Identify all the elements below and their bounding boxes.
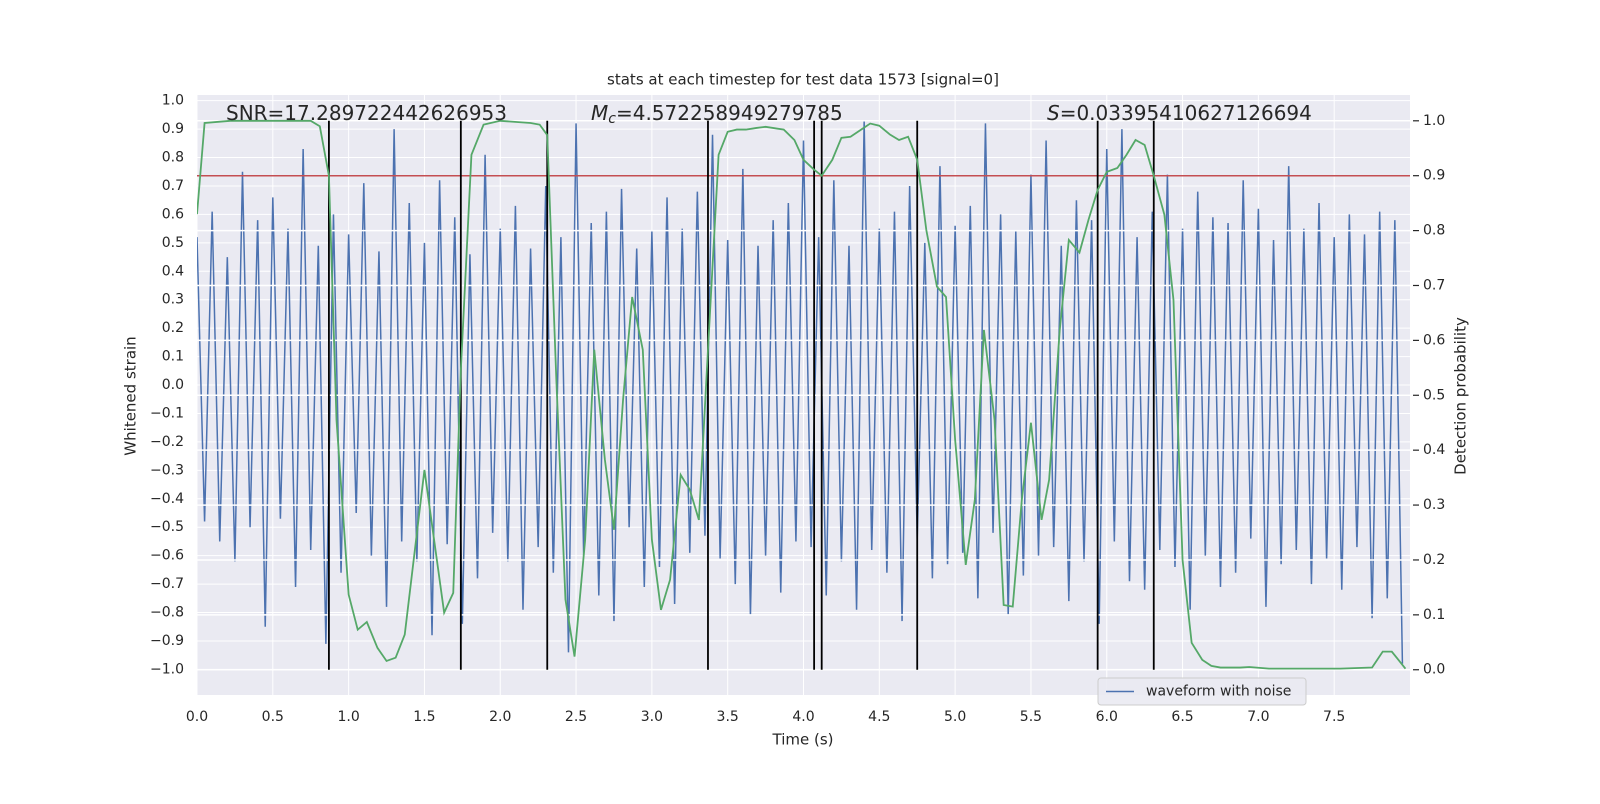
y2-tick-label: 1.0 xyxy=(1423,113,1445,129)
y-tick-label: −0.7 xyxy=(150,576,184,592)
y-tick-label: 0.9 xyxy=(162,121,184,137)
y-tick-label: 0.6 xyxy=(162,206,184,222)
x-tick-label: 0.5 xyxy=(262,709,284,725)
x-tick-label: 4.5 xyxy=(868,709,890,725)
y-tick-label: 0.7 xyxy=(162,178,184,194)
y-tick-label: 0.5 xyxy=(162,235,184,251)
x-tick-label: 3.0 xyxy=(641,709,663,725)
y2-axis-label: Detection probability xyxy=(1452,317,1470,475)
x-tick-label: 6.5 xyxy=(1171,709,1193,725)
legend-box xyxy=(1097,677,1307,706)
annotation-text: SNR=17.289722442626953 xyxy=(226,101,507,125)
y-tick-label: −1.0 xyxy=(150,661,184,677)
x-tick-label: 5.5 xyxy=(1020,709,1042,725)
y-tick-label: 0.0 xyxy=(162,377,184,393)
x-tick-label: 7.0 xyxy=(1247,709,1269,725)
y2-tick-label: 0.0 xyxy=(1423,662,1445,678)
x-tick-label: 1.5 xyxy=(413,709,435,725)
x-tick-label: 2.5 xyxy=(565,709,587,725)
y-tick-label: −0.1 xyxy=(150,405,184,421)
y2-tick-label: 0.9 xyxy=(1423,168,1445,184)
annotation: S=0.03395410627126694 xyxy=(1047,101,1312,125)
y-tick-label: 0.2 xyxy=(162,320,184,336)
annotation-symbol: M xyxy=(591,101,608,125)
y-axis-label: Whitened strain xyxy=(122,336,140,455)
y2-tick-label: 0.3 xyxy=(1423,497,1445,513)
y-tick-label: 0.3 xyxy=(162,292,184,308)
x-tick-label: 0.0 xyxy=(186,709,208,725)
legend-label: waveform with noise xyxy=(1146,684,1291,700)
y-tick-label: −0.2 xyxy=(150,434,184,450)
y2-tick-label: 0.5 xyxy=(1423,387,1445,403)
y-tick-label: −0.9 xyxy=(150,633,184,649)
y-tick-label: 0.8 xyxy=(162,150,184,166)
y2-tick-label: 0.1 xyxy=(1423,607,1445,623)
y-tick-label: −0.5 xyxy=(150,519,184,535)
x-tick-label: 3.5 xyxy=(717,709,739,725)
annotation-text: =0.03395410627126694 xyxy=(1060,101,1312,125)
y-tick-label: −0.4 xyxy=(150,491,184,507)
x-tick-label: 1.0 xyxy=(337,709,359,725)
y-tick-label: −0.8 xyxy=(150,605,184,621)
chart-title: stats at each timestep for test data 157… xyxy=(607,71,999,89)
y-tick-label: −0.6 xyxy=(150,548,184,564)
y-tick-label: 1.0 xyxy=(162,93,184,109)
y-tick-label: 0.1 xyxy=(162,349,184,365)
y2-tick-label: 0.4 xyxy=(1423,442,1445,458)
y2-tick-label: 0.6 xyxy=(1423,332,1445,348)
annotation-text: =4.572258949279785 xyxy=(616,101,843,125)
annotation-symbol: S xyxy=(1047,101,1060,125)
x-tick-label: 4.0 xyxy=(792,709,814,725)
y-tick-label: 0.4 xyxy=(162,263,184,279)
annotation-subscript: c xyxy=(608,111,616,127)
x-axis-label: Time (s) xyxy=(772,731,834,749)
x-tick-label: 6.0 xyxy=(1096,709,1118,725)
x-tick-label: 2.0 xyxy=(489,709,511,725)
annotation: SNR=17.289722442626953 xyxy=(226,101,507,125)
y2-tick-label: 0.2 xyxy=(1423,552,1445,568)
probability-line xyxy=(197,119,1407,670)
labels-layer: 0.0 0.5 1.0 1.5 2.0 2.5 3.0 3.5 4.0 4.5 5.0 5.5 6.0 6… xyxy=(150,93,1445,725)
x-tick-label: 7.5 xyxy=(1323,709,1345,725)
y2-tick-label: 0.7 xyxy=(1423,277,1445,293)
data-layer xyxy=(197,119,1410,671)
y-tick-label: −0.3 xyxy=(150,462,184,478)
y2-tick-label: 0.8 xyxy=(1423,223,1445,239)
annotation: Mc=4.572258949279785 xyxy=(591,101,843,128)
x-tick-label: 5.0 xyxy=(944,709,966,725)
